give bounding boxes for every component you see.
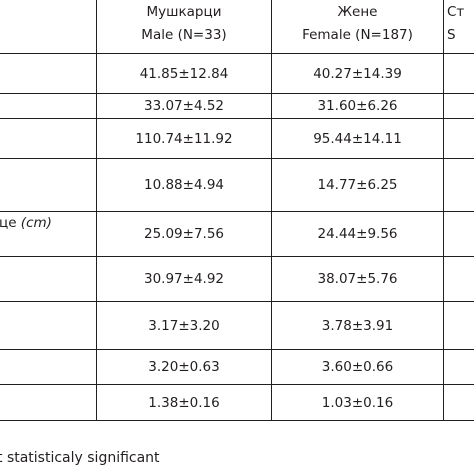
male-value: 10.88±4.94 (96, 158, 272, 212)
header-female-line1: Жене (337, 4, 378, 20)
table-row: 1.38±0.16 1.03±0.16 (0, 384, 474, 421)
table-row: 41.85±12.84 40.27±14.39 (0, 53, 474, 94)
header-male-line2: Male (N=33) (141, 27, 227, 43)
female-value: 40.27±14.39 (271, 53, 444, 94)
row-label (0, 158, 97, 212)
table-row: це (cm) 25.09±7.56 24.44±9.56 (0, 211, 474, 257)
male-value: 110.74±11.92 (96, 118, 272, 159)
male-value: 30.97±4.92 (96, 256, 272, 302)
row-label (0, 118, 97, 159)
table-row: 30.97±4.92 38.07±5.76 (0, 256, 474, 302)
header-female: Жене Female (N=187) (271, 0, 444, 54)
female-value: 3.60±0.66 (271, 349, 444, 385)
row-label (0, 256, 97, 302)
male-value: 3.17±3.20 (96, 301, 272, 350)
row-label: це (cm) (0, 211, 97, 257)
stat-cell (443, 158, 474, 212)
row-label (0, 349, 97, 385)
stat-cell (443, 301, 474, 350)
stat-cell (443, 53, 474, 94)
table-row: 110.74±11.92 95.44±14.11 (0, 118, 474, 159)
male-value: 1.38±0.16 (96, 384, 272, 421)
row-label (0, 93, 97, 119)
female-value: 3.78±3.91 (271, 301, 444, 350)
stat-cell (443, 93, 474, 119)
header-stat-line1: Ст (447, 4, 465, 20)
header-label-cell (0, 0, 97, 54)
statistics-table: Мушкарци Male (N=33) Жене Female (N=187)… (0, 0, 474, 421)
header-female-line2: Female (N=187) (302, 27, 413, 43)
row-label (0, 53, 97, 94)
female-value: 38.07±5.76 (271, 256, 444, 302)
table-row: 3.17±3.20 3.78±3.91 (0, 301, 474, 350)
header-male: Мушкарци Male (N=33) (96, 0, 272, 54)
table-row: 10.88±4.94 14.77±6.25 (0, 158, 474, 212)
female-value: 95.44±14.11 (271, 118, 444, 159)
female-value: 31.60±6.26 (271, 93, 444, 119)
table-header-row: Мушкарци Male (N=33) Жене Female (N=187)… (0, 0, 474, 54)
row-label-text: це (0, 215, 17, 231)
stat-cell (443, 211, 474, 257)
male-value: 33.07±4.52 (96, 93, 272, 119)
row-label (0, 301, 97, 350)
header-male-line1: Мушкарци (146, 4, 222, 20)
male-value: 41.85±12.84 (96, 53, 272, 94)
row-label-unit: (cm) (20, 215, 52, 231)
male-value: 3.20±0.63 (96, 349, 272, 385)
stat-cell (443, 384, 474, 421)
stat-cell (443, 349, 474, 385)
row-label (0, 384, 97, 421)
female-value: 24.44±9.56 (271, 211, 444, 257)
male-value: 25.09±7.56 (96, 211, 272, 257)
table-row: 33.07±4.52 31.60±6.26 (0, 93, 474, 119)
stat-cell (443, 256, 474, 302)
table-row: 3.20±0.63 3.60±0.66 (0, 349, 474, 385)
header-stat-line2: S (447, 27, 456, 43)
table-footnote: t statisticaly significant (0, 450, 160, 466)
female-value: 1.03±0.16 (271, 384, 444, 421)
female-value: 14.77±6.25 (271, 158, 444, 212)
stat-cell (443, 118, 474, 159)
header-stat: Ст S (443, 0, 474, 54)
